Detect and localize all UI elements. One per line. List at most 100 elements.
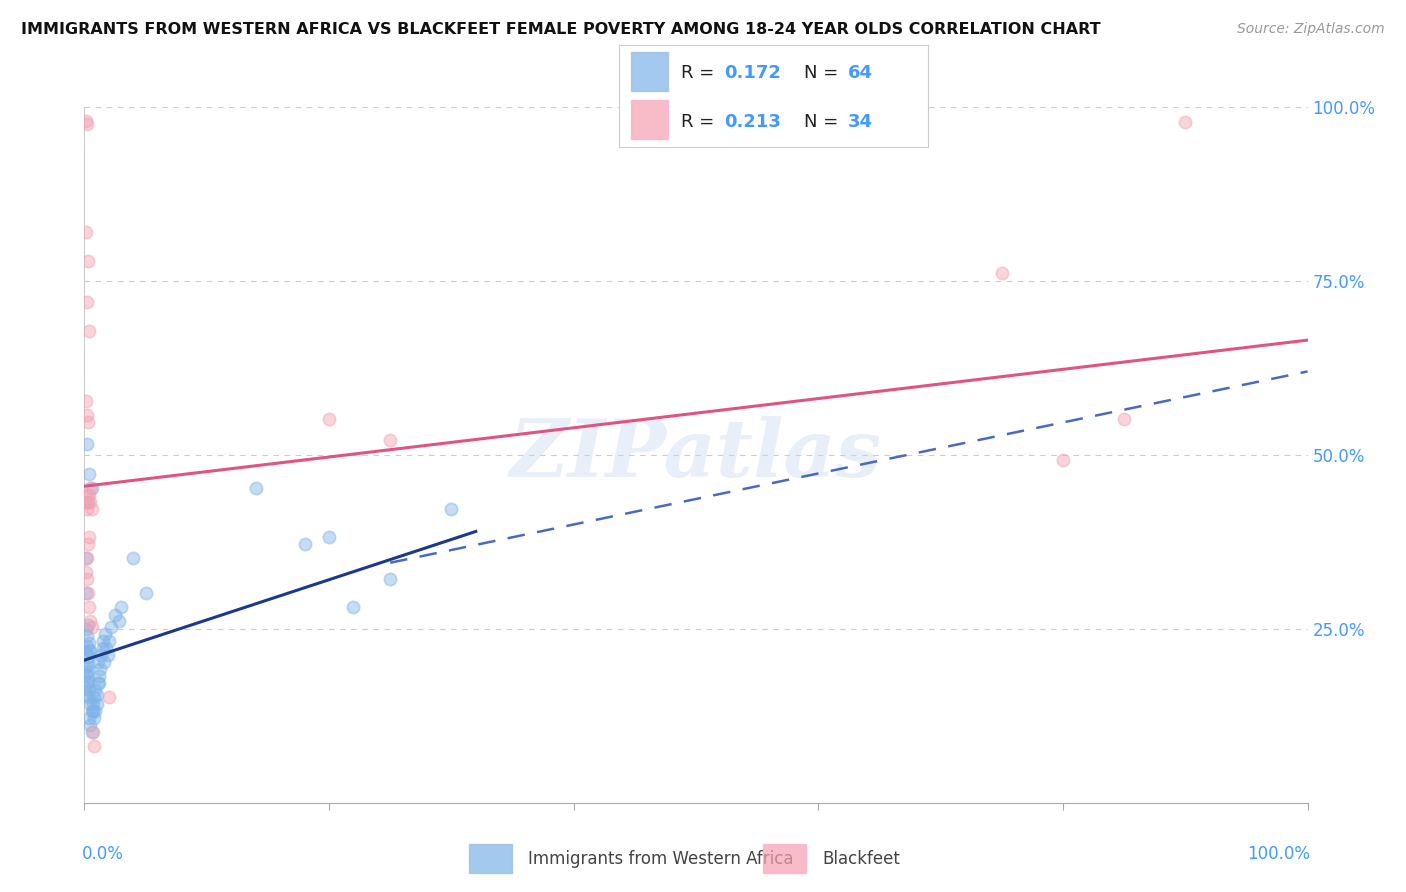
Point [75,660,97,674]
Point [318,530,340,544]
Point [80,724,103,739]
Point [82,697,104,711]
Point [77,599,100,614]
Point [75,622,97,636]
Point [91,634,114,648]
Point [77,618,100,632]
Point [75,550,97,565]
Point [84,704,107,718]
Point [84,683,107,698]
Point [100,620,122,634]
Point [97,634,120,648]
Point [76,664,98,678]
Point [76,437,98,451]
Point [77,537,100,551]
Text: ZIPatlas: ZIPatlas [510,417,882,493]
Point [76,294,98,309]
Point [86,688,108,702]
Point [76,639,98,653]
Point [77,669,100,683]
Point [77,495,100,509]
Point [77,711,100,725]
Point [75,681,97,695]
Point [87,676,110,690]
FancyBboxPatch shape [631,52,668,91]
Text: Immigrants from Western Africa: Immigrants from Western Africa [529,849,793,868]
Point [342,599,364,614]
Point [83,690,105,704]
Point [79,644,101,658]
Point [76,629,98,643]
Point [77,488,100,502]
Text: Blackfeet: Blackfeet [823,849,900,868]
Point [104,607,127,622]
Point [380,433,402,447]
Point [76,572,98,586]
Point [76,502,98,516]
Text: N =: N = [804,112,844,130]
Point [75,565,97,579]
Point [77,467,100,482]
Point [76,117,98,131]
Point [87,655,110,669]
Point [110,599,132,614]
Point [245,481,267,495]
Point [80,502,103,516]
Point [80,620,103,634]
Point [76,646,98,660]
Point [79,718,101,732]
Point [122,550,145,565]
Point [91,641,114,656]
Point [97,648,120,663]
Point [80,704,103,718]
Text: IMMIGRANTS FROM WESTERN AFRICA VS BLACKFEET FEMALE POVERTY AMONG 18-24 YEAR OLDS: IMMIGRANTS FROM WESTERN AFRICA VS BLACKF… [21,22,1101,37]
Point [77,649,100,664]
Point [75,495,97,509]
Point [76,408,98,422]
Point [83,711,105,725]
Text: 34: 34 [848,112,873,130]
Point [79,697,101,711]
Point [294,537,316,551]
Point [77,636,100,650]
Point [1174,115,1197,129]
Text: 64: 64 [848,64,873,82]
Point [77,254,100,268]
Point [107,614,129,628]
Point [87,676,110,690]
Point [79,614,101,628]
Point [75,667,97,681]
Point [440,502,463,516]
Text: Source: ZipAtlas.com: Source: ZipAtlas.com [1237,22,1385,37]
Text: 100.0%: 100.0% [1247,845,1310,863]
Point [76,550,98,565]
FancyBboxPatch shape [763,844,806,873]
Point [75,585,97,599]
Point [77,530,100,544]
Point [86,697,108,711]
Point [75,114,97,128]
Point [991,266,1014,280]
Point [96,641,118,656]
Point [77,683,100,698]
Point [318,411,340,425]
Point [77,690,100,704]
Point [75,225,97,239]
Point [77,642,100,657]
Point [77,657,100,671]
Point [83,739,105,753]
Point [79,481,101,495]
Point [77,488,100,502]
FancyBboxPatch shape [631,100,668,139]
Point [93,655,115,669]
Point [77,585,100,599]
Point [82,724,104,739]
Text: N =: N = [804,64,844,82]
Point [75,688,97,702]
Point [77,415,100,429]
Point [80,481,103,495]
Text: R =: R = [681,64,720,82]
Point [87,669,110,683]
Text: 0.0%: 0.0% [82,845,124,863]
FancyBboxPatch shape [470,844,512,873]
